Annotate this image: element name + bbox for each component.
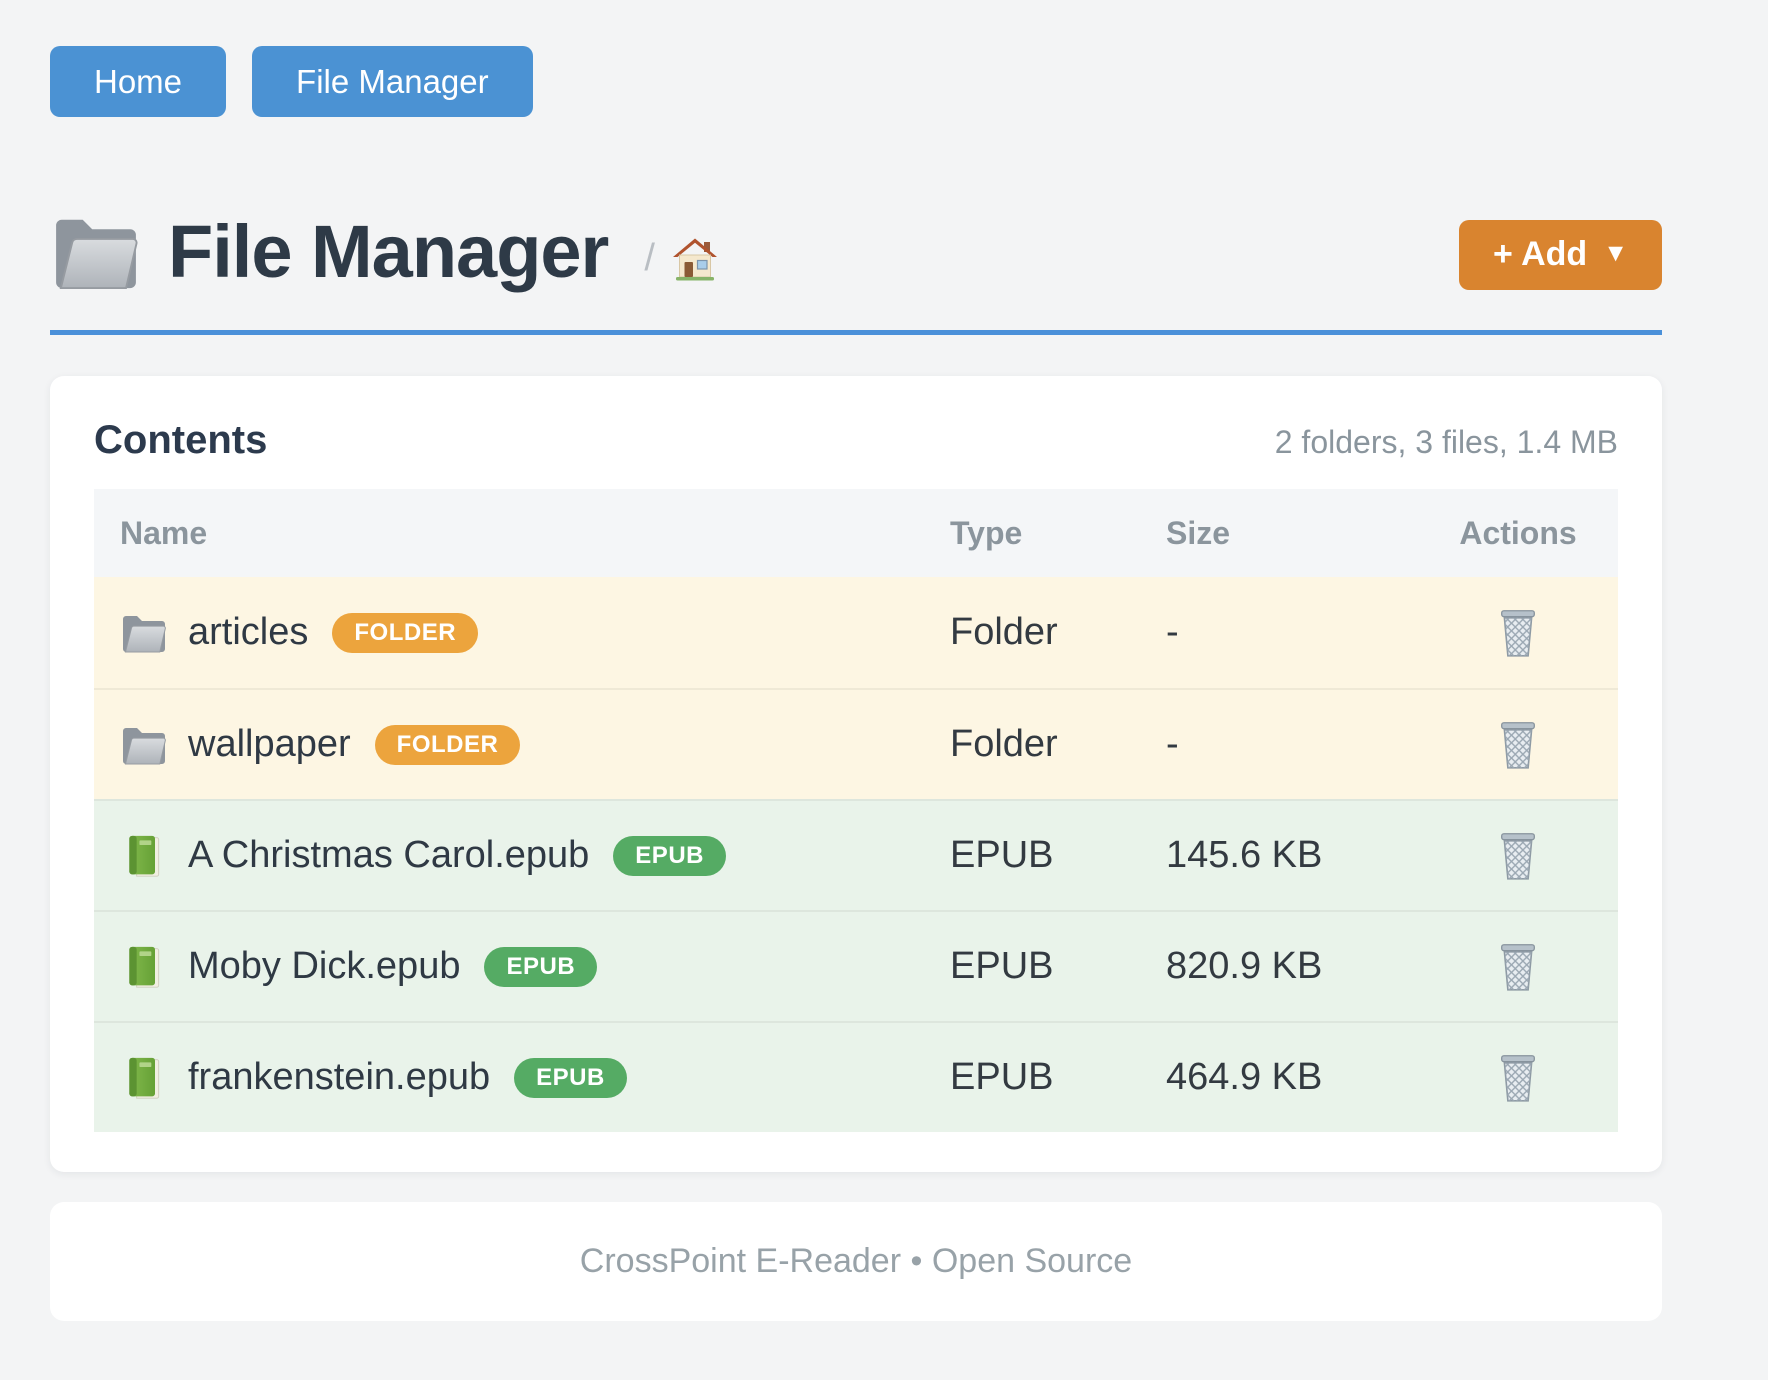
size-cell: 820.9 KB xyxy=(1166,945,1323,987)
delete-button[interactable] xyxy=(1492,604,1544,662)
type-cell: Folder xyxy=(950,723,1058,765)
contents-summary: 2 folders, 3 files, 1.4 MB xyxy=(1274,424,1618,460)
size-cell: - xyxy=(1166,611,1179,653)
actions-cell xyxy=(1418,604,1618,662)
nav-file-manager-button[interactable]: File Manager xyxy=(252,46,533,117)
page-container: Home File Manager File Manager / xyxy=(50,0,1662,1321)
folder-badge: FOLDER xyxy=(332,612,479,653)
size-cell: 145.6 KB xyxy=(1166,834,1323,876)
book-icon xyxy=(129,946,160,988)
file-table: Name Type Size Actions articles FOLDER F… xyxy=(94,489,1618,1132)
actions-cell xyxy=(1418,938,1618,996)
delete-button[interactable] xyxy=(1492,938,1544,996)
book-icon xyxy=(129,1057,160,1099)
trash-icon xyxy=(1501,1054,1535,1102)
nav-home-button[interactable]: Home xyxy=(50,46,227,117)
file-name[interactable]: wallpaper xyxy=(188,723,351,765)
breadcrumb-separator: / xyxy=(644,237,655,279)
header-name: Name xyxy=(120,514,208,551)
file-name[interactable]: A Christmas Carol.epub xyxy=(188,834,590,876)
header-divider xyxy=(50,330,1662,335)
chevron-down-icon: ▼ xyxy=(1603,239,1628,267)
trash-icon xyxy=(1501,609,1535,657)
folder-icon xyxy=(123,727,166,764)
breadcrumb-home-link[interactable] xyxy=(671,235,719,283)
name-cell: articles FOLDER xyxy=(94,611,950,655)
name-cell: A Christmas Carol.epub EPUB xyxy=(94,834,950,878)
type-cell: EPUB xyxy=(950,834,1054,876)
folder-badge: FOLDER xyxy=(374,724,521,765)
file-name[interactable]: frankenstein.epub xyxy=(188,1056,491,1098)
table-row-articles[interactable]: articles FOLDER Folder - xyxy=(94,577,1618,688)
epub-badge: EPUB xyxy=(514,1057,627,1098)
footer-card: CrossPoint E-Reader • Open Source xyxy=(50,1202,1662,1321)
book-icon xyxy=(129,835,160,877)
top-nav: Home File Manager xyxy=(50,0,1662,117)
trash-icon xyxy=(1501,832,1535,880)
epub-badge: EPUB xyxy=(484,946,598,987)
file-name[interactable]: Moby Dick.epub xyxy=(188,945,461,987)
delete-button[interactable] xyxy=(1492,827,1544,885)
name-cell: frankenstein.epub EPUB xyxy=(94,1056,950,1100)
actions-cell xyxy=(1418,827,1618,885)
page-header: File Manager / + Add ▼ xyxy=(50,209,1662,294)
card-header: Contents 2 folders, 3 files, 1.4 MB xyxy=(94,418,1618,463)
size-cell: 464.9 KB xyxy=(1166,1056,1323,1098)
table-header-row: Name Type Size Actions xyxy=(94,489,1618,577)
epub-badge: EPUB xyxy=(613,835,726,876)
header-size: Size xyxy=(1166,514,1231,551)
file-name[interactable]: articles xyxy=(188,611,309,653)
folder-icon xyxy=(123,615,166,652)
actions-cell xyxy=(1418,1049,1618,1107)
table-row-christmas-carol[interactable]: A Christmas Carol.epub EPUB EPUB 145.6 K… xyxy=(94,799,1618,910)
type-cell: EPUB xyxy=(950,1056,1054,1098)
add-button-label: + Add xyxy=(1493,235,1588,273)
type-cell: EPUB xyxy=(950,945,1054,987)
folder-icon xyxy=(56,219,138,289)
trash-icon xyxy=(1501,721,1535,769)
actions-cell xyxy=(1418,716,1618,774)
breadcrumb: / xyxy=(644,235,719,283)
delete-button[interactable] xyxy=(1492,716,1544,774)
table-row-frankenstein[interactable]: frankenstein.epub EPUB EPUB 464.9 KB xyxy=(94,1021,1618,1132)
header-actions: Actions xyxy=(1459,514,1577,551)
size-cell: - xyxy=(1166,723,1179,765)
card-title: Contents xyxy=(94,418,268,462)
delete-button[interactable] xyxy=(1492,1049,1544,1107)
title-group: File Manager / xyxy=(50,209,719,294)
name-cell: Moby Dick.epub EPUB xyxy=(94,945,950,989)
page-title: File Manager xyxy=(168,210,609,293)
table-row-wallpaper[interactable]: wallpaper FOLDER Folder - xyxy=(94,688,1618,799)
footer-text: CrossPoint E-Reader • Open Source xyxy=(579,1242,1133,1280)
table-row-moby-dick[interactable]: Moby Dick.epub EPUB EPUB 820.9 KB xyxy=(94,910,1618,1021)
type-cell: Folder xyxy=(950,611,1058,653)
contents-card: Contents 2 folders, 3 files, 1.4 MB Name… xyxy=(50,376,1662,1172)
name-cell: wallpaper FOLDER xyxy=(94,723,950,767)
trash-icon xyxy=(1501,943,1535,991)
add-button[interactable]: + Add ▼ xyxy=(1459,219,1662,290)
header-type: Type xyxy=(950,514,1023,551)
house-icon xyxy=(672,238,717,280)
